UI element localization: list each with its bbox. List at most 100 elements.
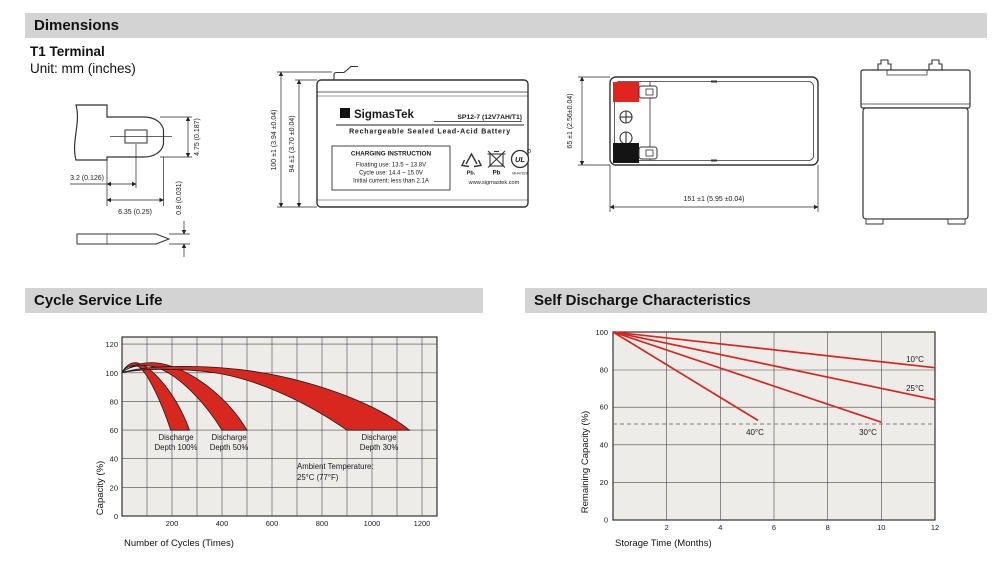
svg-text:10: 10: [877, 523, 885, 532]
brand-logo-icon: [340, 108, 350, 118]
dod-30-band: [121, 365, 411, 431]
svg-text:Depth 100%: Depth 100%: [155, 443, 198, 452]
svg-text:Ambient Temperature:: Ambient Temperature:: [297, 462, 374, 471]
temperature-labels: 10°C 25°C 30°C 40°C: [746, 355, 924, 437]
trash-pb-icon: [487, 150, 506, 168]
svg-text:80: 80: [600, 366, 608, 375]
recycle-pb-label: Pb.: [467, 171, 476, 177]
website-text: www.sigmastek.com: [468, 180, 520, 186]
dim-hole-offset-label: 3.2 (0.126): [70, 175, 104, 182]
dim-tab-height: [160, 116, 192, 158]
front-terminal-tab: [333, 65, 358, 80]
ul-file-number: MH47829: [512, 172, 528, 176]
self-discharge-y-axis-title: Remaining Capacity (%): [580, 411, 591, 513]
minus-mark-icon: [619, 131, 633, 145]
svg-text:6: 6: [772, 523, 776, 532]
line-25c: [612, 331, 936, 401]
svg-text:0: 0: [114, 512, 118, 521]
product-type: Rechargeable Sealed Lead-Acid Battery: [349, 129, 511, 136]
line-30c: [612, 331, 882, 424]
trash-pb-label: Pb: [493, 171, 501, 177]
section-header-dimensions: Dimensions: [25, 13, 987, 38]
svg-text:Discharge: Discharge: [211, 433, 246, 442]
dod-50-band: [121, 362, 248, 431]
charging-floating: Floating use: 13.5 ~ 13.8V: [356, 163, 426, 169]
charging-instruction-box: CHARGING INSTRUCTION Floating use: 13.5 …: [331, 145, 451, 191]
svg-text:12: 12: [931, 523, 939, 532]
side-terminal-right: [928, 59, 943, 70]
svg-text:0: 0: [604, 516, 608, 525]
brand-logo-glyph: Σ: [343, 110, 348, 119]
svg-text:8: 8: [826, 523, 830, 532]
side-view-drawing: [860, 59, 971, 225]
dim-total-height-label: 100 ±1 (3.94 ±0.04): [271, 109, 278, 170]
svg-text:40: 40: [600, 440, 608, 449]
top-view-case: [609, 76, 819, 166]
line-40c: [612, 331, 759, 422]
svg-text:800: 800: [316, 519, 329, 528]
self-discharge-lines: [612, 331, 936, 424]
cycle-annotations: Discharge Depth 100% Discharge Depth 50%…: [155, 433, 399, 482]
battery-label: Σ SigmasTek SP12-7 (12V7AH/T1) Rechargea…: [331, 108, 531, 191]
cycle-service-life-chart: 0 20 40 60 80 100 120 200 400 600 800 10…: [95, 336, 438, 549]
svg-text:80: 80: [110, 397, 118, 406]
ul-mark-icon: UL: [510, 149, 531, 169]
svg-text:25°C (77°F): 25°C (77°F): [297, 473, 339, 482]
side-foot-left: [865, 218, 884, 225]
dim-depth: [578, 76, 610, 166]
self-discharge-x-axis-title: Storage Time (Months): [615, 538, 712, 549]
self-discharge-y-ticks: 100 80 60 40 20 0: [595, 328, 608, 525]
terminal-type-title: T1 Terminal: [30, 44, 105, 59]
charging-initial: Initial current: less than 2.1A: [353, 179, 429, 185]
cycle-x-axis-title: Number of Cycles (Times): [124, 538, 234, 549]
dim-length-label: 151 ±1 (5.95 ±0.04): [683, 196, 744, 203]
dim-tab-width: [106, 157, 164, 206]
dim-front-heights: [277, 71, 332, 208]
dim-depth-label: 65 ±1 (2.56±0.04): [567, 93, 574, 148]
section-header-self-discharge: Self Discharge Characteristics: [525, 288, 987, 313]
svg-text:40: 40: [110, 455, 118, 464]
terminal-tab-outline: [73, 104, 165, 161]
terminal-side-profile: [76, 233, 171, 245]
ul-letters: UL: [515, 155, 525, 164]
model-number: SP12-7 (12V7AH/T1): [457, 114, 522, 121]
cycle-dod-bands: [121, 362, 411, 431]
svg-text:200: 200: [166, 519, 179, 528]
negative-terminal-tab: [638, 146, 658, 160]
svg-text:10°C: 10°C: [906, 355, 924, 364]
negative-terminal: [613, 143, 639, 163]
svg-text:100: 100: [595, 328, 608, 337]
svg-text:Depth 50%: Depth 50%: [210, 443, 249, 452]
charging-cycle: Cycle use: 14.4 ~ 15.0V: [359, 171, 423, 177]
side-terminal-left: [877, 59, 892, 70]
dim-hole-offset: [70, 144, 137, 188]
svg-text:400: 400: [216, 519, 229, 528]
svg-text:60: 60: [110, 426, 118, 435]
svg-text:1000: 1000: [364, 519, 381, 528]
svg-text:4: 4: [718, 523, 722, 532]
svg-text:Discharge: Discharge: [158, 433, 193, 442]
svg-text:100: 100: [105, 369, 118, 378]
line-10c: [612, 331, 936, 369]
svg-text:120: 120: [105, 340, 118, 349]
section-header-cycle-service-life: Cycle Service Life: [25, 288, 483, 313]
positive-terminal: [613, 82, 639, 102]
svg-text:25°C: 25°C: [906, 384, 924, 393]
svg-text:2: 2: [665, 523, 669, 532]
svg-text:600: 600: [266, 519, 279, 528]
svg-text:30°C: 30°C: [859, 428, 877, 437]
svg-text:60: 60: [600, 403, 608, 412]
svg-text:20: 20: [110, 483, 118, 492]
svg-text:Depth 30%: Depth 30%: [360, 443, 399, 452]
terminal-detail-drawing: 4.75 (0.187) 3.2 (0.126) 6.35 (0.25) 0.8…: [70, 104, 201, 257]
unit-note: Unit: mm (inches): [30, 61, 136, 76]
self-discharge-gridlines: [613, 332, 935, 520]
dim-tab-height-label: 4.75 (0.187): [194, 118, 201, 156]
dim-case-height-label: 94 ±1 (3.70 ±0.04): [289, 115, 296, 172]
self-discharge-x-ticks: 2 4 6 8 10 12: [665, 523, 940, 532]
dim-length: [609, 165, 819, 212]
dim-thickness-label: 0.8 (0.031): [176, 181, 183, 215]
cycle-x-ticks: 200 400 600 800 1000 1200: [166, 519, 431, 528]
charging-title: CHARGING INSTRUCTION: [351, 151, 432, 158]
